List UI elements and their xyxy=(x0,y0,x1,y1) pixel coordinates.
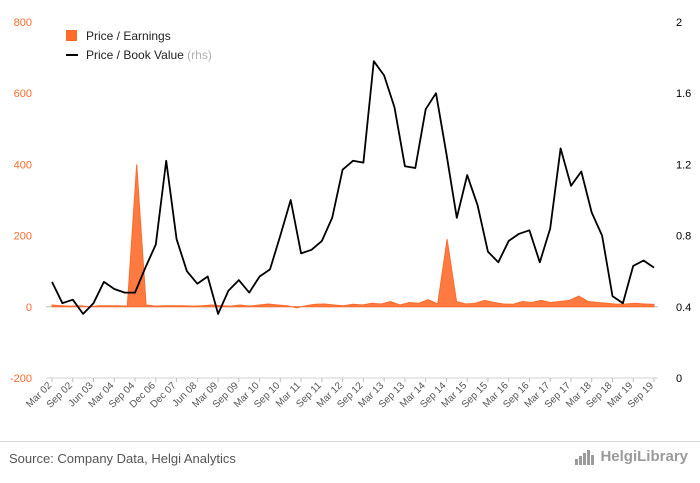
y-right-tick-label: 2 xyxy=(676,17,682,29)
library-icon xyxy=(575,450,595,465)
y-left-tick-label: 0 xyxy=(26,302,32,314)
brand-name: HelgiLibrary xyxy=(600,447,688,465)
y-right-tick-label: 1.6 xyxy=(676,88,691,100)
legend-label-price-earnings: Price / Earnings xyxy=(86,29,171,43)
y-left-tick-label: 200 xyxy=(14,231,32,243)
y-left-tick-label: -200 xyxy=(10,373,32,385)
series-price-book-line xyxy=(51,60,655,315)
y-right-tick-label: 0.4 xyxy=(676,302,691,314)
footer-divider xyxy=(0,441,700,442)
legend-label-price-book: Price / Book Value (rhs) xyxy=(86,48,212,62)
legend-rhs-suffix: (rhs) xyxy=(184,48,212,62)
y-right-tick-label: 1.2 xyxy=(676,159,691,171)
source-note: Source: Company Data, Helgi Analytics xyxy=(9,451,236,466)
y-left-tick-label: 600 xyxy=(14,88,32,100)
brand-logo: HelgiLibrary xyxy=(574,447,688,465)
legend-marker-price-earnings xyxy=(66,30,77,41)
y-right-tick-label: 0 xyxy=(676,373,682,385)
series-price-earnings-area xyxy=(51,164,655,309)
y-left-tick-label: 800 xyxy=(14,17,32,29)
y-right-tick-label: 0.8 xyxy=(676,231,691,243)
y-left-tick-label: 400 xyxy=(14,159,32,171)
